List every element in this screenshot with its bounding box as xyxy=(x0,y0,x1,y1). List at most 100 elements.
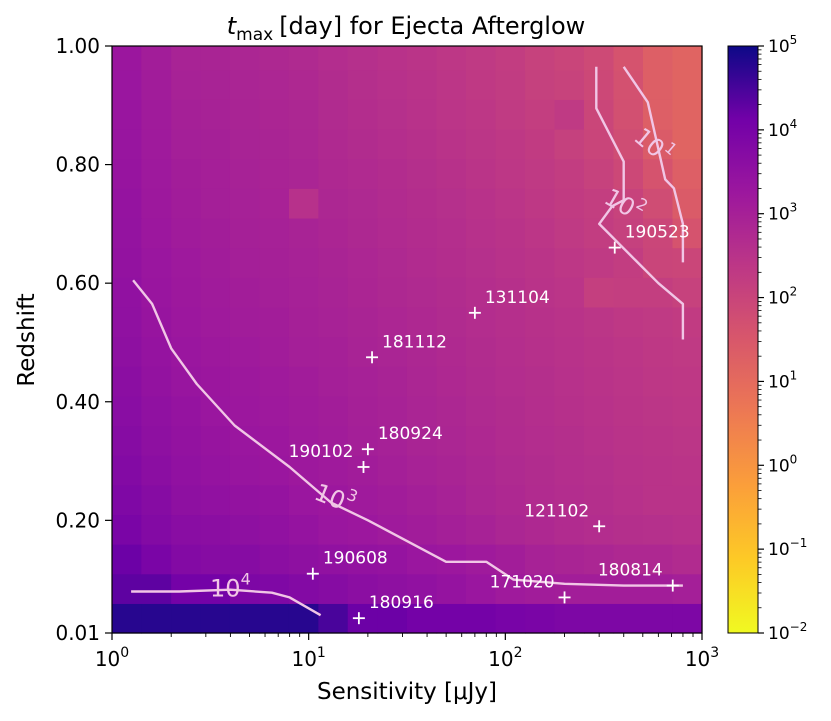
heatmap-cell xyxy=(495,484,526,516)
heatmap-cell xyxy=(259,69,290,100)
heatmap-cell xyxy=(613,573,644,604)
point-181112: 181112 xyxy=(366,332,447,364)
heatmap-cell xyxy=(229,69,261,100)
heatmap-cell xyxy=(495,277,526,308)
heatmap-cell xyxy=(406,46,438,71)
heatmap-cell xyxy=(466,484,497,516)
point-180814: 180814 xyxy=(598,561,679,592)
heatmap-cell xyxy=(436,158,467,189)
point-131104: 131104 xyxy=(468,288,550,319)
heatmap-cell xyxy=(171,99,202,130)
heatmap-cell xyxy=(229,395,261,427)
heatmap-cell xyxy=(171,573,202,604)
heatmap-cell xyxy=(554,99,585,130)
heatmap-cell xyxy=(318,573,349,604)
heatmap-cell xyxy=(406,247,438,278)
heatmap-cell xyxy=(229,129,261,160)
heatmap-cell xyxy=(436,247,467,278)
heatmap-cell xyxy=(643,336,674,367)
heatmap-cell xyxy=(229,306,261,338)
heatmap-cell xyxy=(406,277,438,308)
heatmap-cell xyxy=(318,603,349,634)
heatmap-cell xyxy=(554,247,585,278)
heatmap-cell xyxy=(584,573,615,604)
heatmap-cell xyxy=(259,306,290,338)
heatmap-cell xyxy=(229,188,261,219)
heatmap-cell xyxy=(112,425,142,456)
heatmap-cell xyxy=(318,46,349,71)
heatmap-cell xyxy=(554,46,585,71)
heatmap-cell xyxy=(112,99,142,130)
point-190523: 190523 xyxy=(608,223,690,254)
heatmap-cell xyxy=(171,129,202,160)
heatmap-cell xyxy=(259,573,290,604)
heatmap-cell xyxy=(112,217,142,249)
heatmap-cell xyxy=(613,306,644,338)
heatmap-cell xyxy=(643,573,674,604)
heatmap-cell xyxy=(347,277,379,308)
heatmap-cell xyxy=(112,336,142,367)
heatmap-cell xyxy=(259,46,290,71)
heatmap-cell xyxy=(643,217,674,249)
heatmap-cell xyxy=(288,603,319,634)
heatmap-cell xyxy=(171,336,202,367)
heatmap-cell xyxy=(554,455,585,486)
heatmap-cell xyxy=(200,247,231,278)
heatmap-cell xyxy=(347,425,379,456)
heatmap-cell xyxy=(259,247,290,278)
point-180924: 180924 xyxy=(361,424,443,456)
heatmap-cell xyxy=(171,603,202,634)
heatmap-cell xyxy=(288,129,319,160)
heatmap-cell xyxy=(112,306,142,338)
heatmap-cell xyxy=(347,188,379,219)
heatmap-cell xyxy=(495,129,526,160)
heatmap-cell xyxy=(288,247,319,278)
heatmap-cell xyxy=(318,69,349,100)
heatmap-cell xyxy=(436,573,467,604)
heatmap-cell xyxy=(112,395,142,427)
heatmap-cell xyxy=(643,455,674,486)
heatmap-cell xyxy=(436,306,467,338)
heatmap-cell xyxy=(229,484,261,516)
colorbar-ticks: 105 104 103 102 101 100 10−1 10−2 xyxy=(758,33,807,644)
heatmap-cell xyxy=(229,336,261,367)
heatmap-cell xyxy=(672,573,703,604)
heatmap-cell xyxy=(554,277,585,308)
heatmap-cell xyxy=(495,247,526,278)
heatmap-cell xyxy=(200,603,231,634)
heatmap-cell xyxy=(377,366,408,397)
heatmap-cell xyxy=(171,217,202,249)
heatmap-cell xyxy=(377,425,408,456)
heatmap-cell xyxy=(406,573,438,604)
heatmap-cell xyxy=(436,603,467,634)
colorbar xyxy=(727,45,759,634)
heatmap-cell xyxy=(112,514,142,545)
heatmap-cell xyxy=(141,46,172,71)
heatmap-cell xyxy=(141,247,172,278)
heatmap-cell xyxy=(643,69,674,100)
x-axis-label: Sensitivity [μJy] xyxy=(317,679,497,705)
heatmap-cell xyxy=(643,306,674,338)
heatmap-cell xyxy=(525,188,556,219)
heatmap-cell xyxy=(200,395,231,427)
heatmap-cell xyxy=(141,573,172,604)
heatmap-cell xyxy=(171,158,202,189)
heatmap-cell xyxy=(613,425,644,456)
heatmap-cell xyxy=(672,277,703,308)
heatmap-cell xyxy=(377,69,408,100)
heatmap-cell xyxy=(584,603,615,634)
heatmap-cell xyxy=(318,247,349,278)
title-subscript: max xyxy=(236,25,273,45)
heatmap-cell xyxy=(229,366,261,397)
heatmap-cell xyxy=(200,69,231,100)
heatmap-cell xyxy=(584,158,615,189)
heatmap-cell xyxy=(259,336,290,367)
heatmap-cell xyxy=(171,514,202,545)
heatmap-cell xyxy=(613,158,644,189)
y-tick-label: 1.00 xyxy=(55,34,100,58)
heatmap-cell xyxy=(377,603,408,634)
heatmap-cell xyxy=(406,306,438,338)
heatmap-cell xyxy=(643,188,674,219)
colorbar-tick-label: 10−1 xyxy=(768,536,807,560)
heatmap-cell xyxy=(141,188,172,219)
